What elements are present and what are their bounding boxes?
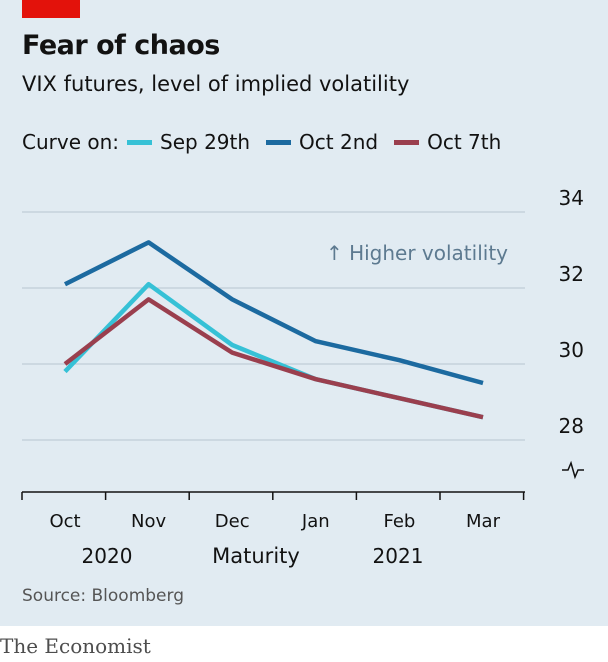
y-tick-label-34: 34 [559,186,584,210]
legend-label-oct-7th: Oct 7th [427,130,502,154]
series-line-oct-7th [63,297,484,420]
legend-label-oct-2nd: Oct 2nd [299,130,379,154]
legend-label-sep-29th: Sep 29th [160,130,251,154]
chart-subtitle: VIX futures, level of implied volatility [22,72,410,96]
brand-red-tag [22,0,80,18]
x-tick-label-nov: Nov [131,511,166,532]
chart-title: Fear of chaos [22,30,220,61]
x-tick-label-dec: Dec [215,511,250,532]
legend-item-sep-29th: Sep 29th [127,130,250,154]
year-label-2021: 2021 [373,544,424,568]
legend: Curve on: Sep 29th Oct 2nd Oct 7th [22,130,517,154]
x-tick-label-feb: Feb [383,511,415,532]
x-tick-label-jan: Jan [301,511,330,532]
series-line-sep-29th [63,281,484,420]
y-tick-label-30: 30 [559,338,584,362]
axis-break-icon [562,460,584,480]
x-axis-title: Maturity [212,544,300,568]
legend-swatch-sep-29th [127,139,153,145]
x-tick-label-mar: Mar [466,511,501,532]
y-tick-label-28: 28 [559,414,584,438]
chart-panel [0,0,608,626]
y-tick-label-32: 32 [559,262,584,286]
legend-swatch-oct-7th [394,139,420,145]
series-line-oct-2nd [63,240,484,386]
higher-volatility-annotation: ↑ Higher volatility [326,241,508,265]
source-note: Source: Bloomberg [22,586,184,606]
legend-item-oct-7th: Oct 7th [394,130,501,154]
economist-logo-text: The Economist [0,634,151,658]
legend-lead: Curve on: [22,130,120,154]
line-chart: 28 30 32 34 Oct Nov Dec Jan Feb Mar 2020 2021 Maturi… [21,186,584,568]
year-label-2020: 2020 [82,544,133,568]
legend-item-oct-2nd: Oct 2nd [266,130,378,154]
legend-swatch-oct-2nd [266,139,292,145]
x-tick-label-oct: Oct [49,511,80,532]
